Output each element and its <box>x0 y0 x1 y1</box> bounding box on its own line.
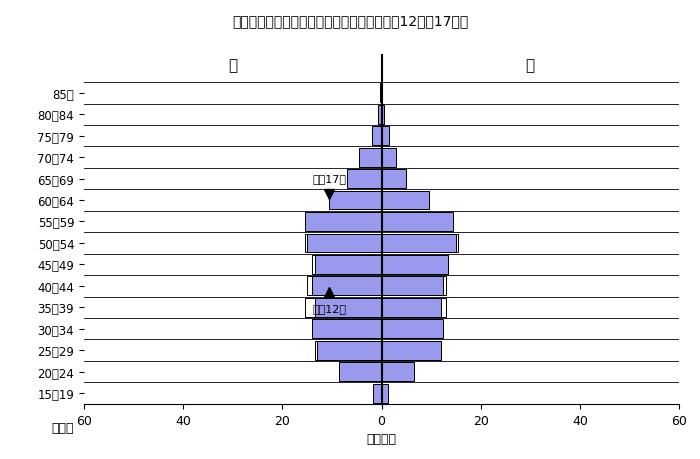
Bar <box>382 191 428 210</box>
Bar <box>382 127 389 146</box>
Bar <box>342 363 382 381</box>
Bar <box>335 191 382 210</box>
Bar <box>364 148 382 167</box>
Bar <box>340 363 382 381</box>
Bar <box>382 341 441 360</box>
Bar <box>382 384 386 403</box>
Bar <box>317 319 382 338</box>
Bar <box>312 255 382 274</box>
Bar <box>382 106 383 124</box>
Text: 平成12年: 平成12年 <box>312 303 346 313</box>
Bar <box>312 277 382 296</box>
Bar <box>372 127 382 146</box>
Bar <box>346 170 382 189</box>
Bar <box>314 341 382 360</box>
Bar <box>312 213 382 231</box>
Bar <box>307 277 382 296</box>
Bar <box>312 319 382 338</box>
Bar <box>382 106 384 124</box>
Bar <box>307 234 382 253</box>
Text: 男: 男 <box>228 58 237 73</box>
Bar <box>382 191 416 210</box>
Bar <box>382 170 404 189</box>
Bar <box>382 298 446 317</box>
Bar <box>354 170 382 189</box>
Bar <box>375 384 382 403</box>
Bar <box>304 213 382 231</box>
Bar <box>382 255 449 274</box>
Bar <box>382 319 441 338</box>
Bar <box>382 234 458 253</box>
Bar <box>379 106 382 124</box>
Bar <box>382 170 406 189</box>
Text: 女: 女 <box>526 58 535 73</box>
Bar <box>382 277 446 296</box>
Bar <box>304 298 382 317</box>
Bar <box>382 148 394 167</box>
Bar <box>314 255 382 274</box>
Text: 図１　鳥取県の労働力人口の年齢構成（平成12年，17年）: 図１ 鳥取県の労働力人口の年齢構成（平成12年，17年） <box>232 14 468 28</box>
Bar <box>382 234 456 253</box>
Bar <box>382 213 446 231</box>
Bar <box>374 127 382 146</box>
Bar <box>382 213 454 231</box>
Bar <box>372 384 382 403</box>
Bar <box>380 84 382 103</box>
X-axis label: （千人）: （千人） <box>367 432 396 445</box>
Text: （歳）: （歳） <box>52 421 74 434</box>
Bar <box>382 277 444 296</box>
Bar <box>382 298 441 317</box>
Bar <box>382 341 441 360</box>
Bar <box>314 298 382 317</box>
Bar <box>382 319 444 338</box>
Bar <box>381 84 382 103</box>
Bar <box>382 384 388 403</box>
Bar <box>330 191 382 210</box>
Bar <box>382 127 386 146</box>
Text: 平成17年: 平成17年 <box>312 174 346 184</box>
Bar <box>382 363 409 381</box>
Bar <box>359 148 382 167</box>
Bar <box>317 341 382 360</box>
Bar <box>382 255 449 274</box>
Bar <box>304 234 382 253</box>
Bar <box>382 363 414 381</box>
Bar <box>382 148 396 167</box>
Bar <box>377 106 382 124</box>
